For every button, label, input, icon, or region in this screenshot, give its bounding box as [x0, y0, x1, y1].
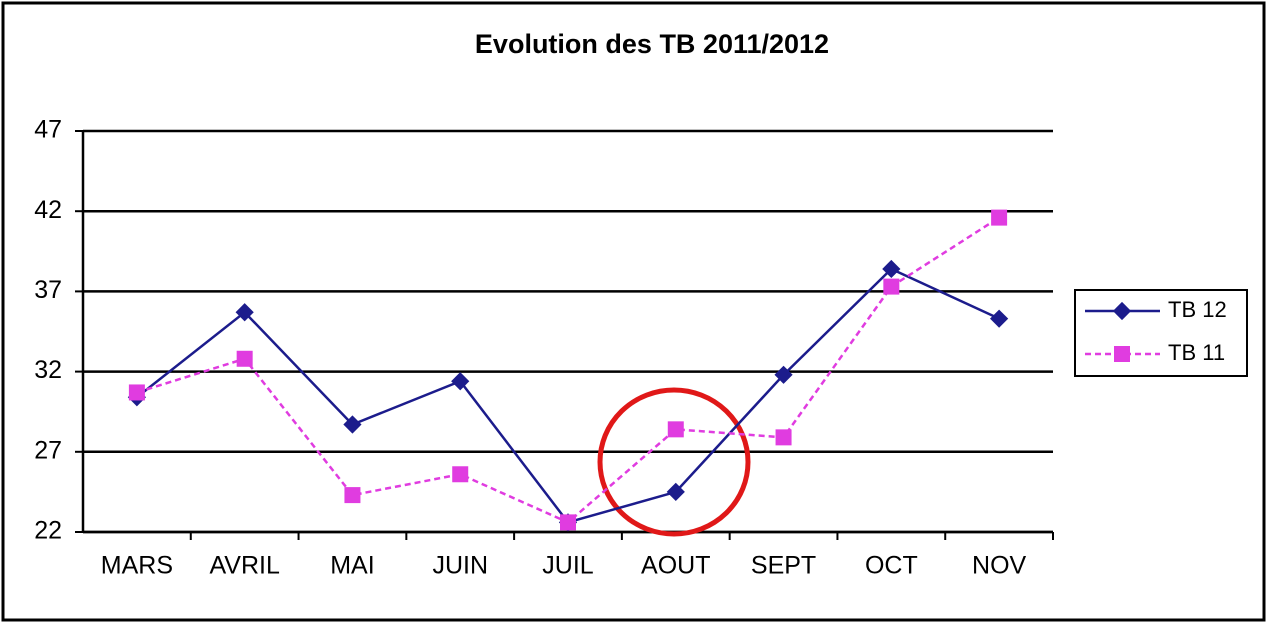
legend-box	[1074, 289, 1248, 377]
x-tick-label: JUIL	[542, 552, 594, 580]
data-point	[883, 278, 900, 295]
x-tick-label: MAI	[330, 552, 374, 580]
legend-marker	[1114, 346, 1130, 362]
data-point	[128, 384, 145, 401]
x-tick-label: AOUT	[641, 552, 710, 580]
data-point	[343, 415, 362, 434]
data-point	[774, 365, 793, 384]
x-tick-label: JUIN	[432, 552, 488, 580]
x-tick-label: MARS	[101, 552, 173, 580]
x-tick-label: SEPT	[751, 552, 816, 580]
chart-title: Evolution des TB 2011/2012	[475, 29, 829, 59]
y-tick-label: 27	[34, 436, 62, 464]
y-tick-label: 22	[34, 517, 62, 545]
data-point	[236, 350, 253, 367]
x-tick-label: AVRIL	[209, 552, 279, 580]
data-point	[451, 372, 470, 391]
data-point	[882, 259, 901, 279]
data-point	[452, 466, 469, 483]
data-point	[775, 429, 792, 446]
y-tick-label: 37	[34, 276, 62, 304]
data-point	[990, 309, 1009, 328]
legend-label: TB 11	[1168, 340, 1225, 365]
x-tick-label: NOV	[972, 552, 1027, 580]
y-tick-label: 32	[34, 356, 62, 384]
y-tick-label: 47	[34, 116, 62, 144]
data-point	[344, 487, 361, 504]
data-point	[991, 209, 1008, 226]
legend-label: TB 12	[1168, 297, 1227, 322]
data-point	[667, 421, 684, 438]
data-point	[666, 482, 685, 501]
data-point	[235, 303, 254, 322]
highlight-circle	[597, 387, 751, 537]
x-tick-label: OCT	[865, 552, 918, 580]
y-tick-label: 42	[34, 196, 62, 224]
legend-marker	[1112, 301, 1132, 321]
data-point	[560, 514, 576, 531]
